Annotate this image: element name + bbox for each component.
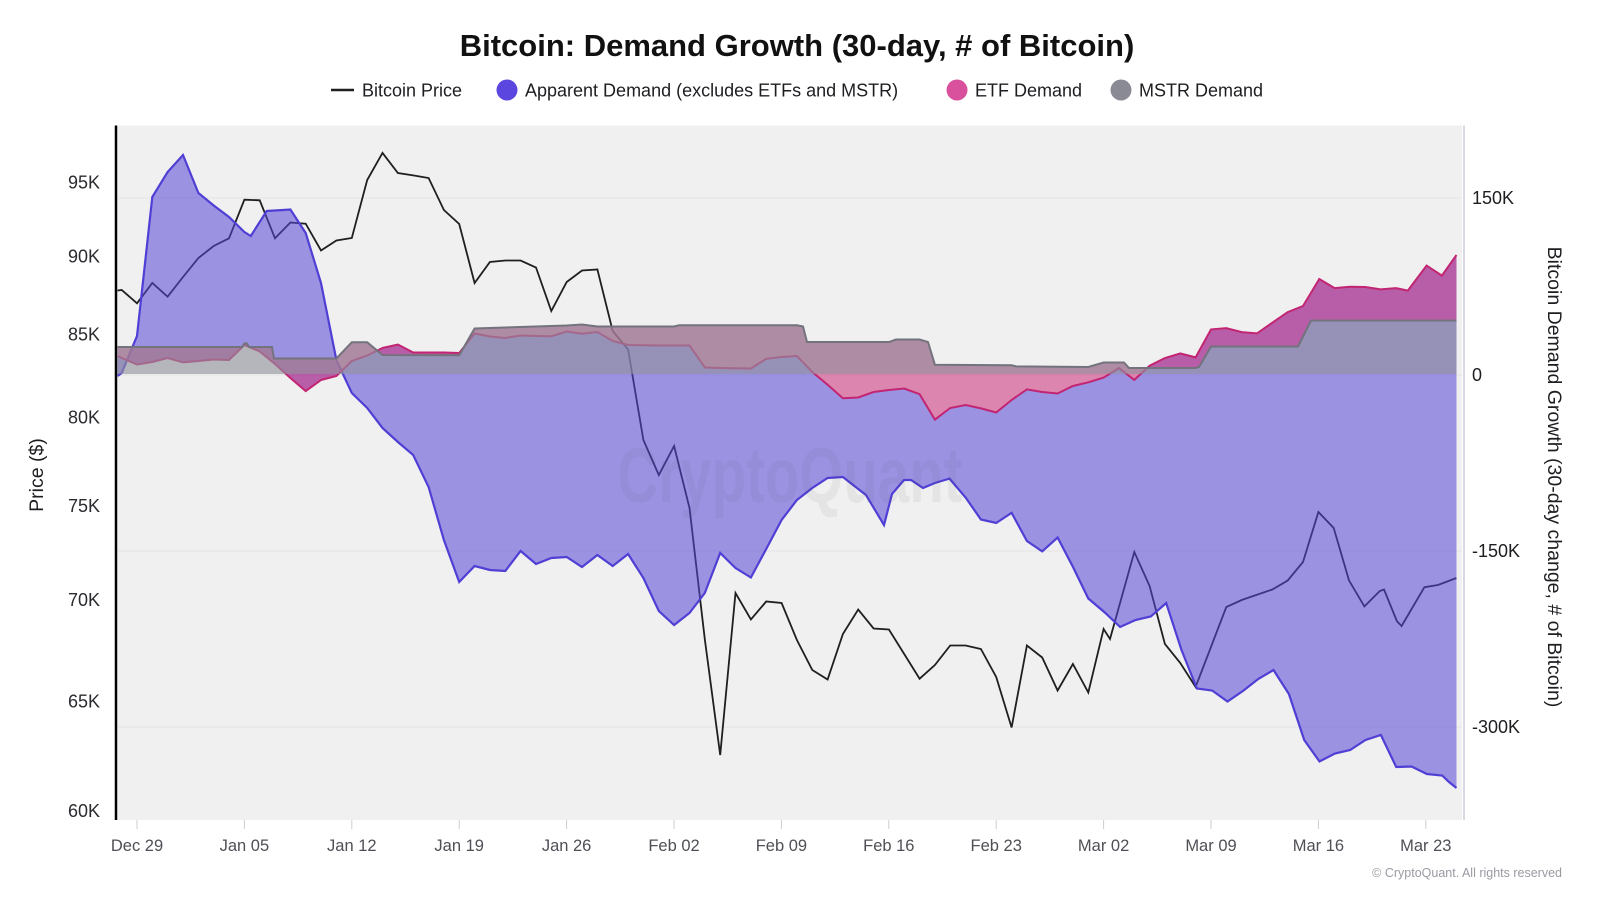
svg-text:Price ($): Price ($) (26, 438, 48, 512)
svg-text:MSTR Demand: MSTR Demand (1139, 81, 1263, 101)
svg-text:© CryptoQuant. All rights rese: © CryptoQuant. All rights reserved (1372, 866, 1562, 880)
svg-text:CryptoQuant: CryptoQuant (618, 431, 963, 519)
svg-text:60K: 60K (68, 801, 100, 821)
svg-text:Feb 02: Feb 02 (648, 837, 699, 855)
svg-text:Bitcoin: Demand Growth (30-day: Bitcoin: Demand Growth (30-day, # of Bit… (460, 28, 1135, 63)
svg-text:Apparent Demand (excludes ETFs: Apparent Demand (excludes ETFs and MSTR) (525, 81, 898, 101)
svg-text:95K: 95K (68, 172, 100, 192)
svg-text:Feb 23: Feb 23 (971, 837, 1022, 855)
svg-text:Mar 02: Mar 02 (1078, 837, 1129, 855)
svg-text:Jan 12: Jan 12 (327, 837, 377, 855)
svg-text:85K: 85K (68, 325, 100, 345)
svg-text:150K: 150K (1472, 188, 1514, 208)
svg-text:Feb 09: Feb 09 (756, 837, 807, 855)
svg-text:Mar 09: Mar 09 (1185, 837, 1236, 855)
svg-text:Dec 29: Dec 29 (111, 837, 163, 855)
svg-text:-150K: -150K (1472, 541, 1520, 561)
svg-text:Bitcoin Demand Growth (30-day: Bitcoin Demand Growth (30-day change, # … (1543, 247, 1565, 708)
svg-text:Bitcoin Price: Bitcoin Price (362, 81, 462, 101)
svg-text:Jan 05: Jan 05 (220, 837, 270, 855)
svg-text:Feb 16: Feb 16 (863, 837, 914, 855)
svg-text:75K: 75K (68, 496, 100, 516)
svg-text:Jan 19: Jan 19 (434, 837, 484, 855)
svg-text:Jan 26: Jan 26 (542, 837, 592, 855)
svg-text:-300K: -300K (1472, 717, 1520, 737)
svg-text:65K: 65K (68, 692, 100, 712)
svg-text:Mar 16: Mar 16 (1293, 837, 1344, 855)
svg-text:Mar 23: Mar 23 (1400, 837, 1451, 855)
svg-text:80K: 80K (68, 408, 100, 428)
svg-text:ETF Demand: ETF Demand (975, 81, 1082, 101)
svg-text:0: 0 (1472, 365, 1482, 385)
svg-text:90K: 90K (68, 246, 100, 266)
svg-text:70K: 70K (68, 590, 100, 610)
